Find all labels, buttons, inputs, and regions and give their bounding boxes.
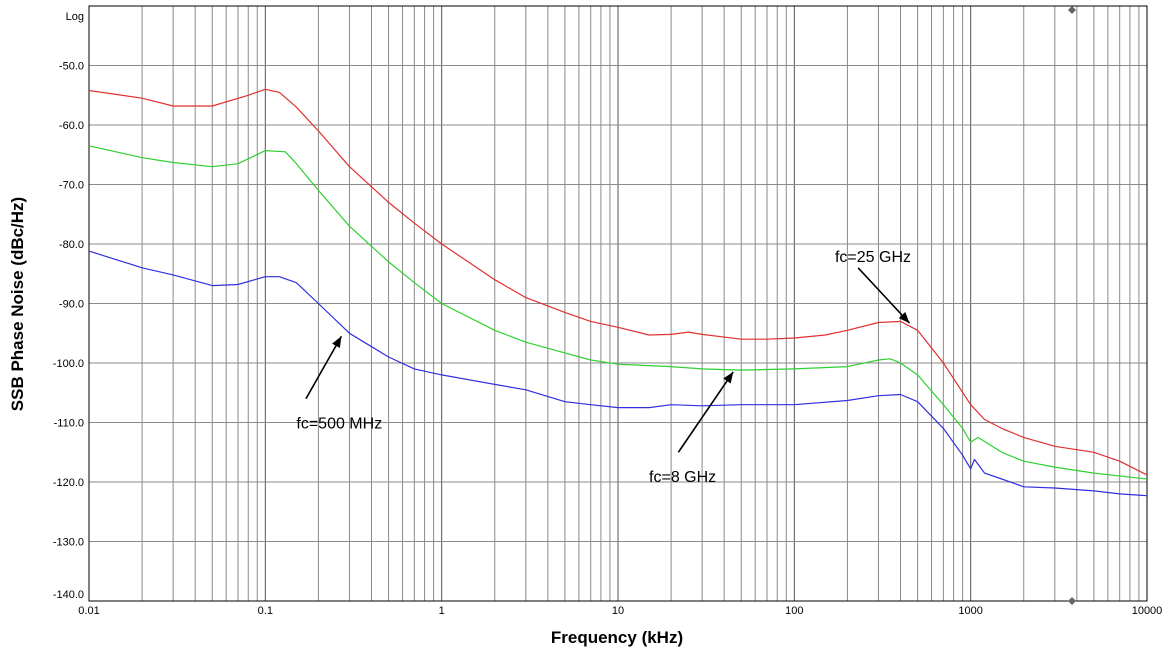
arrowhead-icon bbox=[332, 336, 342, 348]
data-series bbox=[88, 88, 1148, 497]
annotation-label: fc=8 GHz bbox=[649, 469, 716, 486]
x-tick-label: 100 bbox=[785, 605, 803, 617]
annotation-label: fc=500 MHz bbox=[296, 415, 382, 432]
series-line bbox=[88, 145, 1148, 480]
annotation-arrow bbox=[305, 335, 343, 400]
y-tick-label: -140.0 bbox=[53, 589, 84, 601]
x-tick-labels: 0.01 0.1 1 10 100 1000 10000 bbox=[78, 605, 1162, 617]
x-axis-title: Frequency (kHz) bbox=[551, 628, 683, 647]
y-tick-label: -130.0 bbox=[53, 537, 84, 549]
x-tick-label: 10000 bbox=[1132, 605, 1163, 617]
y-tick-label: -120.0 bbox=[53, 477, 84, 489]
arrowhead-icon bbox=[723, 371, 734, 384]
x-tick-label: 1000 bbox=[958, 605, 982, 617]
x-tick-label: 0.01 bbox=[78, 605, 99, 617]
y-tick-label: -110.0 bbox=[54, 418, 84, 430]
y-tick-label: -50.0 bbox=[59, 61, 84, 73]
x-tick-label: 10 bbox=[612, 605, 624, 617]
annotation-arrow bbox=[677, 371, 734, 453]
x-tick-label: 0.1 bbox=[258, 605, 273, 617]
marker-bottom-icon bbox=[1068, 597, 1076, 605]
y-tick-label: -70.0 bbox=[59, 180, 84, 192]
x-tick-label: 1 bbox=[439, 605, 445, 617]
y-tick-label: -60.0 bbox=[59, 120, 84, 132]
annotation-arrow bbox=[857, 267, 911, 324]
y-tick-labels: -50.0 -60.0 -70.0 -80.0 -90.0 -100.0 -110.0 -12… bbox=[53, 61, 84, 602]
y-tick-label: -80.0 bbox=[59, 239, 84, 251]
plot-frame bbox=[88, 5, 1148, 602]
y-scale-label: Log bbox=[66, 11, 84, 23]
y-axis-title: SSB Phase Noise (dBc/Hz) bbox=[8, 197, 27, 411]
marker-top-icon bbox=[1068, 6, 1076, 14]
arrowhead-icon bbox=[898, 312, 910, 324]
y-tick-label: -90.0 bbox=[59, 299, 84, 311]
series-line bbox=[88, 88, 1148, 476]
annotation-label: fc=25 GHz bbox=[835, 249, 911, 266]
annotations: fc=25 GHz fc=8 GHz fc=500 MHz bbox=[296, 249, 911, 486]
grid-lines bbox=[89, 6, 1147, 601]
series-line bbox=[88, 250, 1148, 497]
y-tick-label: -100.0 bbox=[53, 358, 84, 370]
